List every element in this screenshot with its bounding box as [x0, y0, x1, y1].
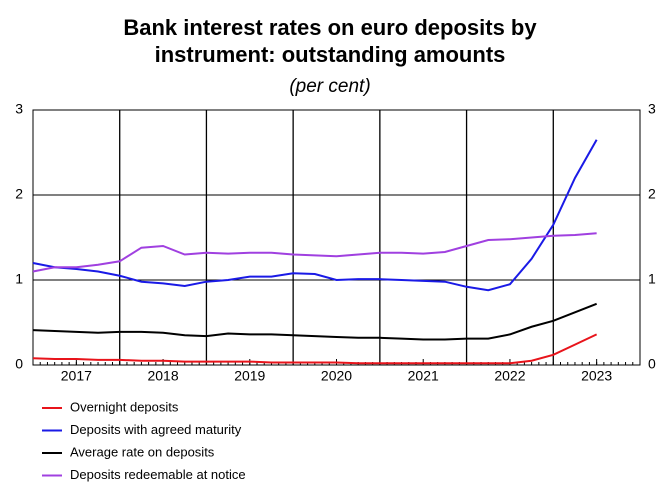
legend-label: Overnight deposits: [70, 399, 179, 414]
y-tick-label: 3: [15, 101, 23, 117]
series-line: [32, 333, 598, 365]
y-tick-label: 1: [15, 271, 23, 287]
y2-tick-label: 0: [648, 356, 656, 372]
chart-subtitle: (per cent): [289, 76, 371, 97]
x-tick-label: 2022: [494, 368, 525, 384]
series-line: [32, 232, 597, 273]
legend-label: Deposits with agreed maturity: [70, 422, 242, 437]
chart-title: Bank interest rates on euro deposits by …: [123, 15, 537, 67]
x-tick-label: 2017: [61, 368, 92, 384]
x-tick-label: 2020: [321, 368, 352, 384]
y2-tick-label: 3: [648, 101, 656, 117]
x-tick-label: 2021: [408, 368, 439, 384]
x-tick-label: 2018: [147, 368, 178, 384]
y2-tick-label: 1: [648, 271, 656, 287]
y-tick-label: 2: [15, 186, 23, 202]
x-tick-label: 2019: [234, 368, 265, 384]
y2-tick-label: 2: [648, 186, 656, 202]
y-tick-label: 0: [15, 356, 23, 372]
x-tick-label: 2023: [581, 368, 612, 384]
plot-frame: [32, 109, 641, 366]
legend-label: Deposits redeemable at notice: [70, 467, 246, 482]
series-line: [32, 302, 598, 341]
series-line: [32, 139, 598, 292]
legend-label: Average rate on deposits: [70, 444, 215, 459]
